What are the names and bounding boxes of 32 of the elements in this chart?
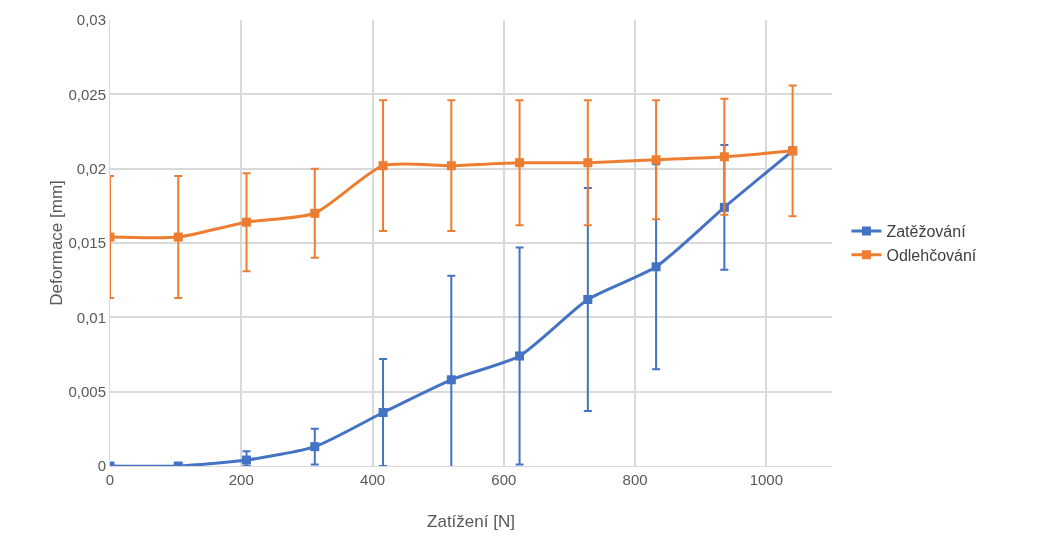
y-tick-label: 0,025 — [68, 85, 106, 103]
point — [583, 158, 593, 168]
point — [583, 294, 593, 304]
point — [310, 208, 320, 218]
point — [651, 262, 661, 272]
point — [378, 161, 388, 171]
point — [446, 161, 456, 171]
point — [651, 155, 661, 165]
x-tick-label: 200 — [228, 471, 254, 488]
y-tick-label: 0,03 — [76, 11, 106, 29]
point — [515, 351, 525, 361]
x-axis-title: Zatížení [N] — [427, 512, 515, 531]
y-tick-label: 0,005 — [68, 382, 106, 400]
y-tick-label: 0,01 — [76, 308, 106, 326]
legend-label: Odlehčování — [886, 246, 977, 264]
y-tick-label: 0 — [97, 457, 106, 475]
y-axis-title: Deformace [mm] — [47, 180, 67, 306]
point — [173, 232, 183, 242]
point — [378, 407, 388, 417]
point — [446, 375, 456, 385]
y-tick-label: 0,015 — [68, 234, 106, 252]
x-tick-label: 800 — [622, 471, 648, 488]
legend-label: Zatěžování — [886, 223, 967, 241]
x-tick-label: 400 — [360, 471, 386, 488]
x-tick-label: 600 — [491, 471, 517, 488]
point — [242, 455, 252, 465]
x-tick-label: 1000 — [749, 471, 784, 488]
point — [515, 158, 525, 168]
point — [719, 152, 729, 162]
y-tick-label: 0,02 — [76, 159, 106, 177]
point — [242, 217, 252, 227]
point — [310, 442, 320, 452]
